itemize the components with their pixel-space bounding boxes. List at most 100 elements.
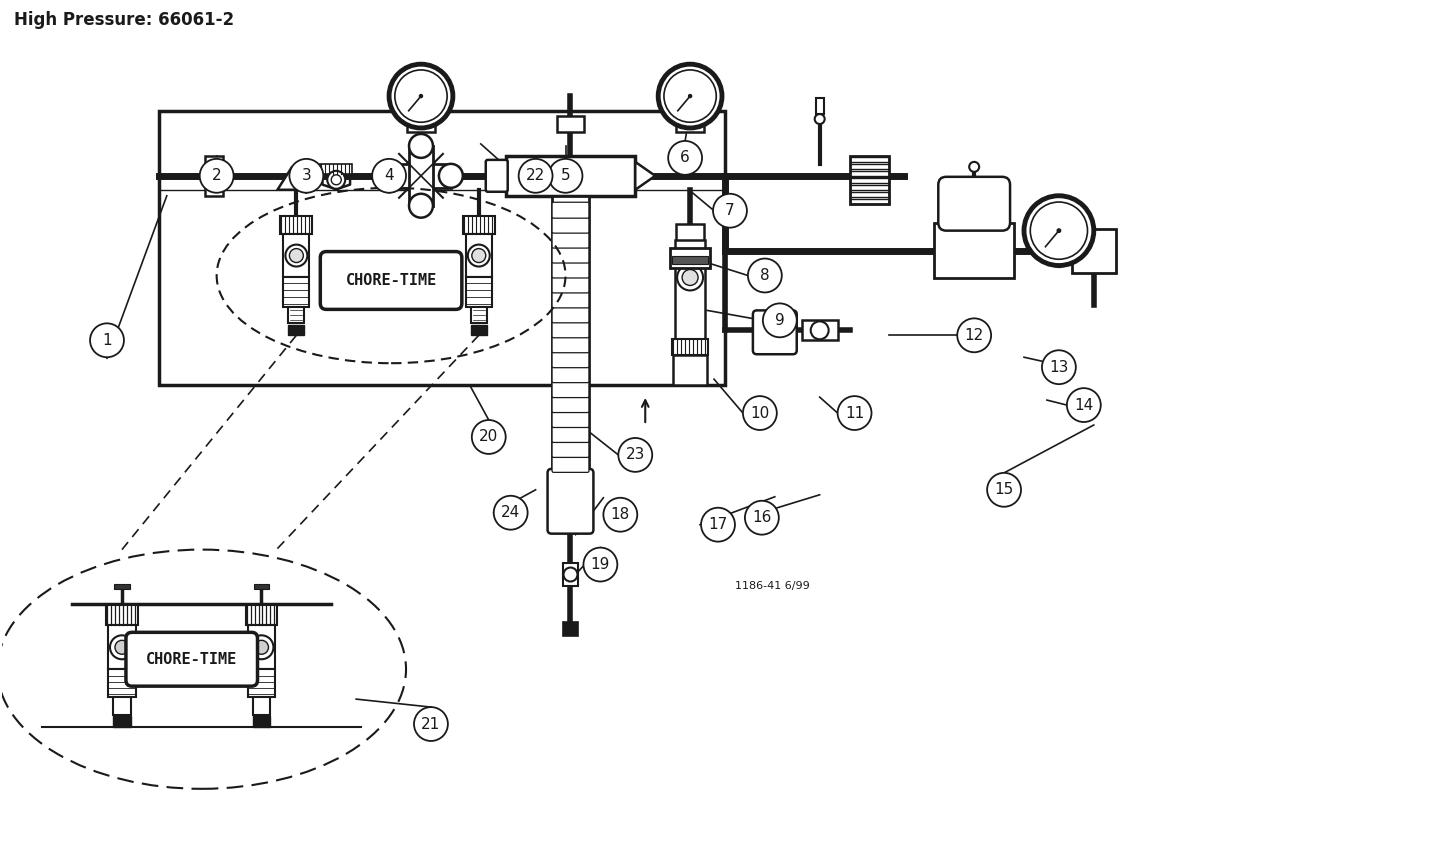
Circle shape	[285, 245, 307, 267]
Text: 6: 6	[680, 150, 690, 165]
Bar	[850, 192, 889, 197]
Bar	[288, 308, 304, 323]
FancyBboxPatch shape	[552, 411, 589, 428]
Circle shape	[395, 70, 447, 122]
Bar	[391, 164, 451, 188]
Circle shape	[1042, 351, 1076, 384]
Circle shape	[682, 269, 697, 286]
FancyBboxPatch shape	[552, 457, 589, 472]
Bar	[1072, 228, 1115, 273]
FancyBboxPatch shape	[552, 277, 589, 293]
FancyBboxPatch shape	[552, 307, 589, 323]
Circle shape	[414, 707, 448, 741]
Circle shape	[970, 162, 978, 172]
Bar	[816, 98, 824, 114]
Bar	[320, 164, 352, 174]
Bar	[465, 233, 491, 278]
Bar	[801, 321, 837, 340]
FancyBboxPatch shape	[552, 367, 589, 383]
Bar	[114, 585, 130, 589]
Circle shape	[419, 94, 424, 98]
Bar	[245, 605, 278, 625]
Circle shape	[744, 396, 777, 430]
Text: 18: 18	[611, 507, 630, 522]
Text: 14: 14	[1074, 398, 1094, 413]
Text: 11: 11	[844, 405, 865, 421]
Bar	[850, 156, 889, 162]
Bar	[850, 171, 889, 176]
Circle shape	[432, 166, 452, 186]
FancyBboxPatch shape	[552, 381, 589, 398]
Bar	[205, 156, 222, 196]
Circle shape	[200, 159, 233, 192]
FancyBboxPatch shape	[552, 292, 589, 308]
FancyBboxPatch shape	[486, 160, 507, 192]
FancyBboxPatch shape	[552, 337, 589, 353]
Circle shape	[290, 159, 323, 192]
Circle shape	[440, 164, 463, 188]
Bar	[850, 164, 889, 168]
FancyBboxPatch shape	[552, 397, 589, 413]
Text: CHORE-TIME: CHORE-TIME	[346, 273, 437, 288]
Bar	[284, 233, 310, 278]
Bar	[112, 716, 131, 727]
Circle shape	[389, 166, 409, 186]
Bar	[672, 256, 708, 263]
Text: 8: 8	[759, 268, 769, 283]
Circle shape	[702, 508, 735, 541]
Text: 10: 10	[751, 405, 769, 421]
FancyBboxPatch shape	[552, 427, 589, 442]
Polygon shape	[635, 162, 656, 190]
FancyBboxPatch shape	[552, 321, 589, 338]
Polygon shape	[278, 168, 305, 190]
FancyBboxPatch shape	[125, 633, 258, 687]
Bar	[252, 716, 271, 727]
Text: 7: 7	[725, 203, 735, 218]
Bar	[107, 605, 138, 625]
Text: 22: 22	[526, 168, 545, 183]
Bar	[676, 239, 705, 339]
FancyBboxPatch shape	[552, 441, 589, 457]
Circle shape	[987, 473, 1022, 507]
Bar	[562, 622, 578, 636]
Text: 3: 3	[301, 168, 311, 183]
Bar	[159, 111, 725, 385]
FancyBboxPatch shape	[320, 251, 463, 310]
Circle shape	[604, 498, 637, 532]
Circle shape	[115, 640, 128, 654]
Text: 1186-41 6/99: 1186-41 6/99	[735, 581, 810, 592]
Circle shape	[372, 159, 406, 192]
Text: 19: 19	[591, 557, 610, 572]
FancyBboxPatch shape	[552, 262, 589, 278]
Bar	[288, 326, 304, 335]
Bar	[850, 198, 889, 203]
Circle shape	[745, 501, 778, 534]
Bar	[676, 224, 705, 242]
Bar	[281, 215, 313, 233]
Circle shape	[327, 171, 346, 189]
Circle shape	[494, 496, 527, 529]
Bar	[850, 185, 889, 190]
Bar	[672, 339, 708, 355]
Text: 20: 20	[478, 429, 499, 445]
Text: 17: 17	[709, 517, 728, 532]
Bar	[388, 166, 455, 186]
Circle shape	[411, 144, 431, 164]
Circle shape	[409, 194, 432, 218]
Text: 4: 4	[385, 168, 393, 183]
Bar	[670, 248, 710, 268]
Bar	[934, 222, 1014, 279]
FancyBboxPatch shape	[552, 233, 589, 248]
Bar	[676, 116, 705, 132]
FancyBboxPatch shape	[938, 177, 1010, 231]
Text: 13: 13	[1049, 360, 1069, 374]
Bar	[552, 196, 589, 475]
Bar	[850, 156, 889, 203]
Bar	[108, 669, 135, 697]
Circle shape	[468, 245, 490, 267]
Bar	[673, 355, 708, 385]
Circle shape	[549, 159, 582, 192]
Text: 2: 2	[212, 168, 222, 183]
Circle shape	[748, 258, 782, 292]
Circle shape	[389, 64, 452, 128]
